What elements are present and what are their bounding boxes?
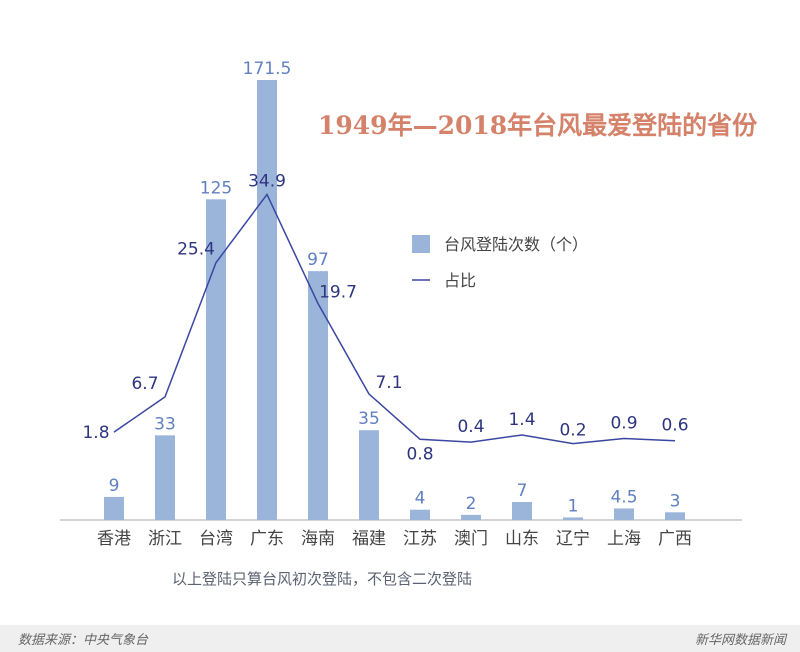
line-label-5: 7.1 (375, 373, 402, 393)
x-tick-label-10: 上海 (607, 529, 641, 549)
bar-label-9: 1 (568, 496, 579, 516)
line-label-10: 0.9 (610, 414, 637, 434)
line-label-3: 34.9 (248, 171, 286, 191)
line-label-0: 1.8 (82, 423, 109, 443)
bar-1 (155, 435, 175, 520)
footer-bar: 数据来源：中央气象台 新华网数据新闻 (0, 625, 800, 652)
x-tick-label-6: 江苏 (403, 529, 437, 549)
x-tick-label-8: 山东 (505, 529, 539, 549)
x-tick-label-1: 浙江 (148, 529, 182, 549)
bar-9 (563, 517, 583, 520)
chart-note: 以上登陆只算台风初次登陆，不包含二次登陆 (172, 570, 473, 588)
bar-label-6: 4 (415, 489, 426, 509)
bar-3 (257, 80, 277, 520)
bar-label-3: 171.5 (243, 59, 292, 79)
chart-svg: 9 香港 33 浙江 125 台湾 171.5 广东 97 海南 35 福建 4 江苏 2 澳门 7 山东 1 辽宁 4… (60, 59, 742, 549)
legend-bar-swatch (412, 235, 430, 253)
line-series (113, 192, 676, 445)
chart-title: 1949年—2018年台风最爱登陆的省份 (318, 111, 758, 140)
bar-7 (461, 514, 481, 520)
x-tick-label-11: 广西 (658, 529, 692, 549)
bar-label-8: 7 (517, 481, 528, 501)
line-label-11: 0.6 (661, 416, 688, 436)
brand-label: 新华网数据新闻 (694, 633, 786, 648)
data-source: 数据来源：中央气象台 (18, 633, 149, 648)
legend-bar-label: 台风登陆次数（个） (444, 235, 588, 254)
bar-5 (359, 430, 379, 520)
bar-6 (410, 509, 430, 520)
bar-8 (512, 502, 532, 520)
line-label-2: 25.4 (177, 240, 215, 260)
bar-label-5: 35 (358, 409, 380, 429)
line-label-1: 6.7 (131, 374, 158, 394)
bar-label-10: 4.5 (610, 487, 637, 507)
bar-label-1: 33 (154, 414, 176, 434)
x-tick-label-3: 广东 (250, 529, 284, 549)
bar-0 (104, 496, 124, 520)
line-label-4: 19.7 (319, 283, 357, 303)
x-tick-label-5: 福建 (352, 529, 386, 549)
bar-label-4: 97 (307, 250, 329, 270)
legend-line-label: 占比 (444, 271, 476, 290)
x-tick-label-4: 海南 (301, 529, 335, 549)
bar-4 (308, 271, 328, 520)
bar-11 (665, 512, 685, 520)
line-label-9: 0.2 (559, 421, 586, 441)
bar-label-7: 2 (466, 494, 477, 514)
bar-label-11: 3 (670, 491, 681, 511)
x-tick-label-2: 台湾 (199, 529, 233, 549)
line-label-8: 1.4 (508, 410, 535, 430)
bar-label-0: 9 (109, 476, 120, 496)
line-label-7: 0.4 (457, 417, 484, 437)
x-tick-label-0: 香港 (97, 529, 131, 549)
line-label-6: 0.8 (406, 444, 433, 464)
x-tick-label-7: 澳门 (454, 529, 488, 549)
x-tick-label-9: 辽宁 (556, 529, 590, 549)
bar-label-2: 125 (200, 178, 232, 198)
bar-10 (614, 508, 634, 520)
bar-2 (206, 199, 226, 520)
